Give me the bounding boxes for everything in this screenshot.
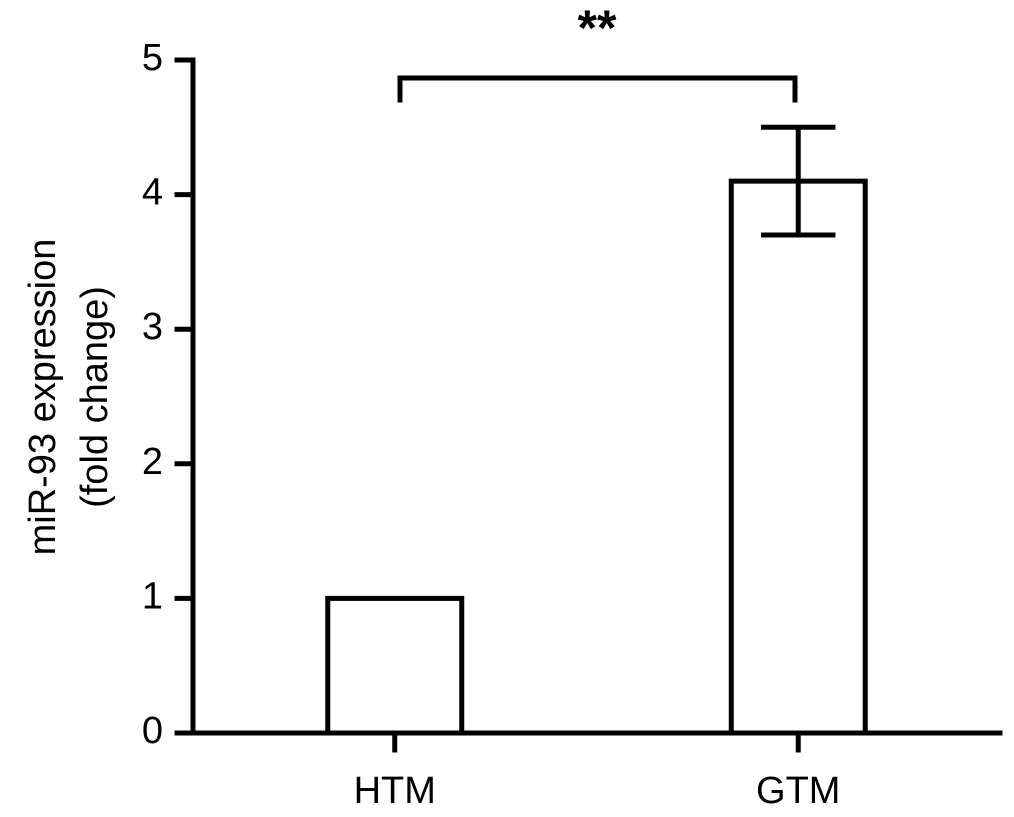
y-tick-label: 0 [142,710,163,752]
y-tick-label: 4 [142,172,163,214]
y-axis-title: miR-93 expression (fold change) [22,239,116,556]
y-axis-title-line: (fold change) [74,286,116,508]
error-bar [761,124,836,238]
significance-bracket [397,75,798,103]
y-tick-label: 5 [142,37,163,79]
significance-label: ** [578,0,617,56]
y-tick-label: 3 [142,306,163,348]
x-tick-label: HTM [354,770,436,812]
y-tick-label: 2 [142,441,163,483]
y-axis-title-line: miR-93 expression [22,239,64,556]
bar [325,595,465,736]
bar [728,178,868,736]
y-tick-label: 1 [142,575,163,617]
x-tick-label: GTM [756,770,840,812]
